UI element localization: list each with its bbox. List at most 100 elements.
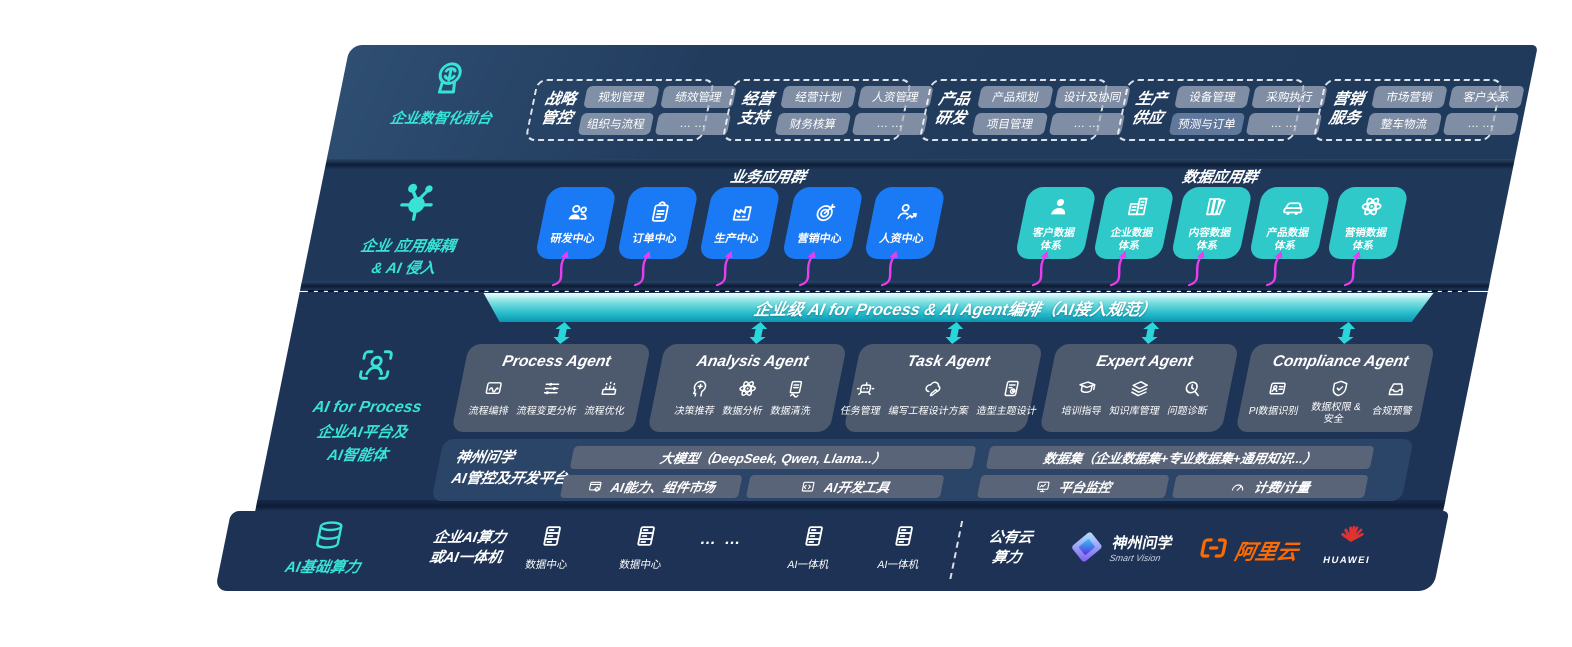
agent-capability: 造型主题设计 xyxy=(975,376,1043,417)
business-apps-heading: 业务应用群 xyxy=(728,169,808,186)
agent-capability: 培训指导 xyxy=(1060,376,1108,417)
layer-edge xyxy=(324,159,1515,169)
agent-capability: 决策推荐 xyxy=(673,376,721,417)
agent-capability-label: 合规预警 xyxy=(1371,406,1414,417)
platform-label-line2: AI管控及开发平台 xyxy=(450,471,570,488)
dataset-bar-label: 数据集（企业数据集+专业数据集+通用知识...） xyxy=(1041,451,1318,466)
ellipsis-label: … … xyxy=(698,531,745,548)
capability-chip: 设计及协同 xyxy=(1054,85,1131,108)
agent-capability-label: 问题诊断 xyxy=(1166,406,1209,417)
platform-tool-label: 计费/计量 xyxy=(1252,480,1312,495)
optimize-icon xyxy=(596,376,622,400)
front-group-chips: 产品规划 设计及协同 项目管理… … xyxy=(971,85,1131,135)
link-arrow-icon xyxy=(1139,322,1161,344)
atom-icon xyxy=(734,376,760,400)
capability-chip: 项目管理 xyxy=(971,112,1049,135)
workflow-icon xyxy=(480,376,506,400)
agent-capability-label: PI数据识别 xyxy=(1247,406,1300,417)
agent-capability-label: 数据分析 xyxy=(721,406,764,417)
monitor-icon xyxy=(1034,479,1053,495)
agent-card-items: 流程编排 流程变更分析 流程优化 xyxy=(454,376,644,417)
front-office-label: 企业数智化前台 xyxy=(373,57,519,128)
compute-label: AI基础算力 xyxy=(266,518,388,577)
target-icon xyxy=(809,200,840,230)
compute-node: 数据中心 xyxy=(510,523,590,572)
agent-capability: 合规预警 xyxy=(1369,376,1419,425)
training-icon xyxy=(1073,376,1099,400)
agent-card-items: 任务管理 编写工程设计方案 造型主题设计 xyxy=(839,376,1038,417)
capability-chip: 预测与订单 xyxy=(1168,112,1246,135)
agent-capability-label: 知识库管理 xyxy=(1108,406,1161,417)
huawei-logo xyxy=(1333,523,1369,554)
alibaba-cloud-logo xyxy=(1195,533,1232,568)
agent-capability: PI数据识别 xyxy=(1246,376,1305,425)
capability-chip: 整车物流 xyxy=(1365,112,1443,135)
link-arrow-icon xyxy=(551,322,573,344)
books-icon xyxy=(1199,194,1230,224)
capability-chip: 规划管理 xyxy=(583,85,660,108)
capability-chip: 客户关系 xyxy=(1448,85,1525,108)
compute-node-label: AI一体机 xyxy=(876,559,921,571)
compute-divider xyxy=(949,521,964,579)
agent-card-title: Process Agent xyxy=(500,353,613,370)
data-app-box: 内容数据 体系 xyxy=(1170,187,1254,259)
model-bar-label: 大模型（DeepSeek, Qwen, Llama...） xyxy=(658,451,888,466)
vendor-alibaba-cloud: 阿里云 xyxy=(1195,533,1302,568)
agent-card-items: PI数据识别 数据权限 & 安全 合规预警 xyxy=(1237,376,1429,425)
compute-node: AI一体机 xyxy=(772,523,852,572)
agent-card-items: 培训指导 知识库管理 问题诊断 xyxy=(1042,376,1232,417)
dashed-separator xyxy=(307,290,1469,292)
platform-tool-bar: AI开发工具 xyxy=(745,475,945,498)
layer-edge xyxy=(255,500,1446,511)
robot-icon xyxy=(852,376,878,400)
shield-icon xyxy=(1327,376,1353,400)
vendor-name: 阿里云 xyxy=(1232,540,1301,564)
clean-icon xyxy=(782,376,808,400)
design-icon xyxy=(998,376,1024,400)
compute-node: AI一体机 xyxy=(862,523,942,572)
agent-capability: 知识库管理 xyxy=(1108,376,1166,417)
vendor-huawei: HUAWEI xyxy=(1322,523,1378,566)
front-group-title: 产品 研发 xyxy=(933,91,972,127)
flow-arrow-icon xyxy=(632,251,661,287)
decouple-label-line1: 企业 应用解耦 xyxy=(359,237,457,255)
server-icon xyxy=(798,526,827,553)
business-app-box-label: 人资中心 xyxy=(878,232,925,245)
agent-capability-label: 决策推荐 xyxy=(673,406,716,417)
data-app-box-label: 企业数据 体系 xyxy=(1109,226,1154,252)
capability-chip: 绩效管理 xyxy=(660,85,737,108)
sliders-icon xyxy=(538,376,564,400)
agent-card-items: 决策推荐 数据分析 数据清洗 xyxy=(650,376,840,417)
vendor-subtitle: Smart Vision xyxy=(1108,552,1162,563)
model-bar: 大模型（DeepSeek, Qwen, Llama...） xyxy=(569,446,977,469)
platform-tool-label: AI开发工具 xyxy=(822,480,891,495)
compute-node: 数据中心 xyxy=(604,523,684,572)
data-app-box: 客户数据 体系 xyxy=(1014,187,1098,259)
agent-card-title: Compliance Agent xyxy=(1271,353,1411,370)
devtools-icon xyxy=(799,479,818,495)
gauge-icon xyxy=(1229,479,1248,495)
front-group-title: 营销 服务 xyxy=(1327,91,1366,127)
agent-capability-label: 编写工程设计方案 xyxy=(887,406,970,417)
agent-capability: 编写工程设计方案 xyxy=(887,376,975,417)
business-app-box: 生产中心 xyxy=(698,187,782,259)
vendor-name: 神州问学 xyxy=(1110,535,1175,553)
car-icon xyxy=(1277,194,1308,224)
ai-for-process-line2: 企业AI平台及 xyxy=(315,424,409,442)
data-app-box: 营销数据 体系 xyxy=(1326,187,1410,259)
flow-arrow-icon xyxy=(1186,251,1215,287)
front-office-label-text: 企业数智化前台 xyxy=(388,111,494,127)
capability-chip: 组织与流程 xyxy=(577,112,655,135)
agent-card: Analysis Agent 决策推荐 数据分析 数据清洗 xyxy=(647,344,848,432)
layers-icon xyxy=(1126,376,1152,400)
agent-card-title: Expert Agent xyxy=(1094,353,1195,370)
business-app-box: 研发中心 xyxy=(534,187,618,259)
decision-icon xyxy=(686,376,712,400)
agent-capability: 数据清洗 xyxy=(769,376,817,417)
database-icon xyxy=(308,521,345,556)
agent-card-title: Analysis Agent xyxy=(695,353,811,370)
compute-node-label: AI一体机 xyxy=(786,559,831,571)
data-app-box-label: 营销数据 体系 xyxy=(1343,226,1388,252)
platform-tool-bar: AI能力、组件市场 xyxy=(559,475,743,498)
atom-icon xyxy=(1355,194,1386,224)
